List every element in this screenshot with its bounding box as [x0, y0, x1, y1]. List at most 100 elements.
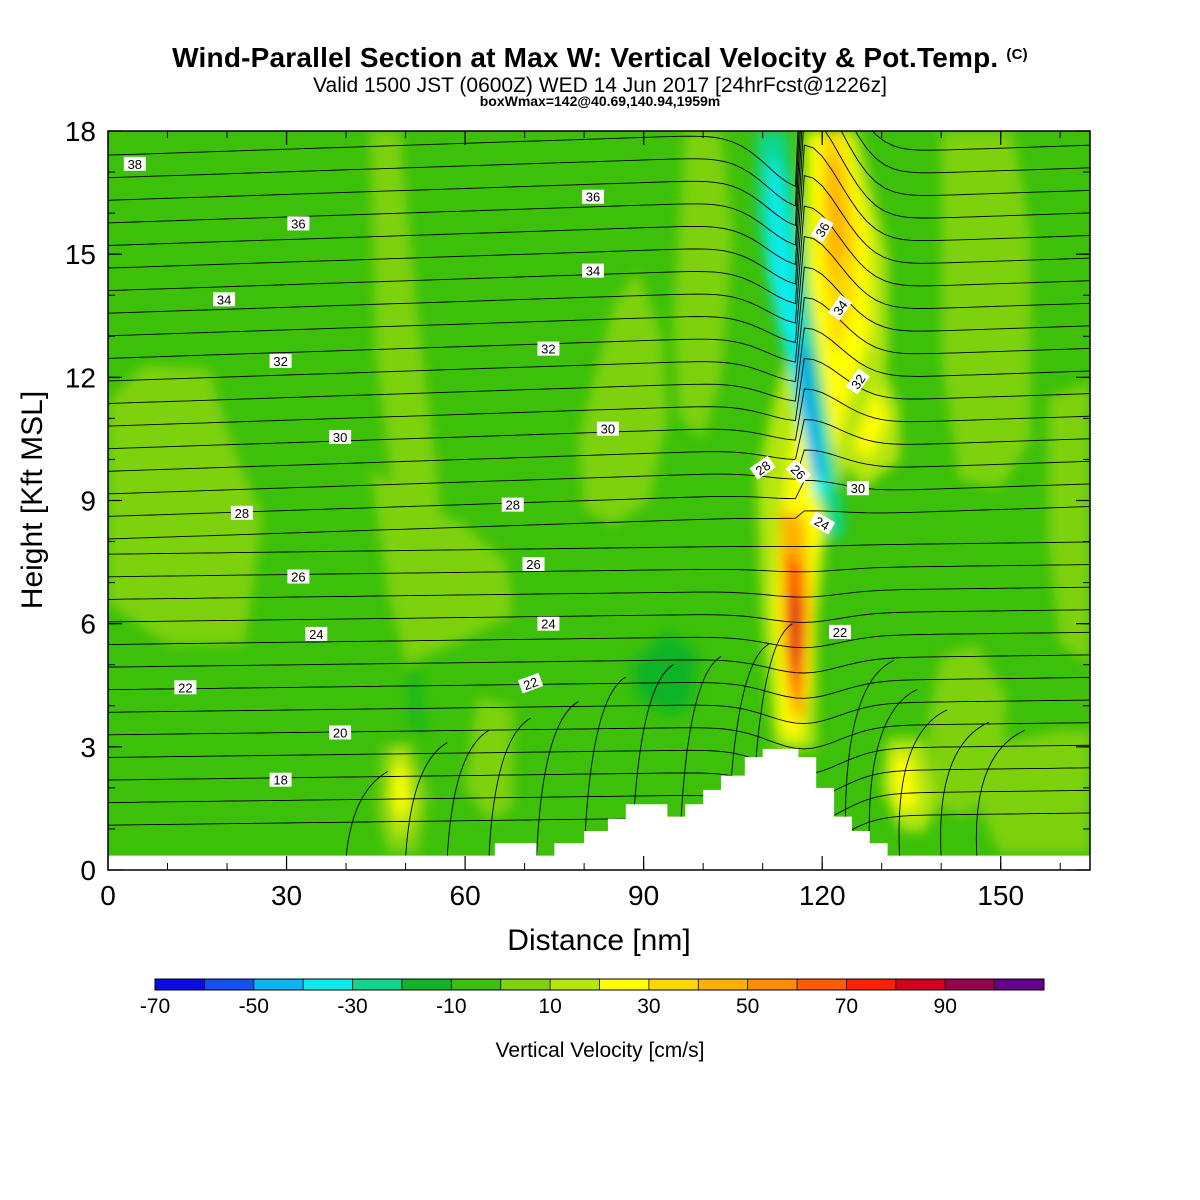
contour-label-box [287, 216, 310, 231]
colorbar-swatch [698, 979, 749, 990]
contour-label: 18 [269, 772, 292, 788]
y-tick-label: 3 [80, 732, 96, 763]
colorbar-swatch [599, 979, 650, 990]
contour-label: 38 [123, 156, 146, 172]
theta-isentrope [536, 701, 579, 858]
contour-label-box [829, 624, 851, 639]
field-region [578, 270, 668, 526]
contour-label-text: 38 [128, 157, 142, 172]
contour-label-box [269, 353, 292, 368]
field-region [1048, 381, 1090, 665]
contour-label-box [537, 341, 560, 356]
colorbar-tick-label: -10 [436, 995, 466, 1018]
contour-label-box [517, 672, 544, 694]
field-region [976, 730, 1090, 854]
chart-title: Wind-Parallel Section at Max W: Vertical… [172, 42, 1028, 73]
chart-info: boxWmax=142@40.69,140.94,1959m [479, 93, 721, 109]
theta-isentrope [108, 131, 1090, 266]
colorbar-tick-label: -50 [239, 995, 269, 1018]
contour-label-box [287, 569, 310, 584]
contour-label-box [537, 616, 560, 631]
colorbar-swatch [846, 979, 897, 990]
colorbar-swatch [253, 979, 304, 990]
contour-label: 26 [785, 459, 812, 485]
contour-label-text: 36 [586, 190, 600, 205]
colorbar-swatch [451, 979, 502, 990]
theta-isentrope [108, 744, 1090, 775]
title-mark: (C) [1006, 46, 1028, 63]
x-axis-label: Distance [nm] [507, 924, 690, 957]
contour-label: 30 [596, 421, 619, 437]
theta-isentrope [108, 327, 1090, 404]
theta-isentrope [108, 296, 1090, 383]
field-region [798, 336, 823, 480]
theta-isentrope [108, 131, 1090, 227]
contour-label: 30 [846, 481, 869, 496]
colorbar-tick-label: 10 [538, 995, 561, 1018]
contour-label-box [501, 497, 524, 512]
contour-label-text: 28 [753, 458, 773, 479]
contour-label-text: 34 [217, 292, 231, 307]
theta-isentrope [108, 131, 799, 188]
theta-isentrope [345, 771, 388, 858]
colorbar-swatch [797, 979, 847, 990]
colorbar-tick-label: -30 [337, 995, 367, 1018]
contour-label: 20 [329, 725, 352, 741]
colorbar-swatch [994, 979, 1045, 990]
chart-subtitle: Valid 1500 JST (0600Z) WED 14 Jun 2017 [… [313, 74, 887, 97]
colorbar-swatch [155, 979, 205, 990]
x-tick-label: 30 [271, 880, 302, 911]
contour-label-text: 30 [851, 481, 865, 496]
theta-isentrope [940, 721, 989, 858]
terrain [108, 748, 1090, 870]
contour-label-text: 26 [291, 570, 305, 585]
theta-isentrope [108, 205, 1090, 324]
contour-label-text: 36 [291, 216, 305, 231]
y-axis-label: Height [Kft MSL] [16, 391, 49, 609]
contour-labels: 38 36 36 36 34 34 34 32 32 32 30 30 30 28 28 28 26 26 26 24… [123, 156, 870, 788]
colorbar-swatch [352, 979, 403, 990]
colorbar-swatch [500, 979, 551, 990]
contour-label-box [846, 481, 869, 496]
contour-label: 36 [582, 189, 604, 205]
colorbar-tick-label: 50 [736, 995, 759, 1018]
theta-isentrope [108, 564, 1090, 578]
x-tick-label: 60 [450, 880, 481, 911]
contour-label: 32 [537, 341, 560, 357]
contour-label: 36 [287, 216, 310, 231]
colorbar-label: Vertical Velocity [cm/s] [496, 1039, 705, 1062]
theta-isentrope [108, 609, 1090, 623]
contour-label: 28 [230, 505, 253, 521]
contour-label-box [230, 505, 253, 520]
y-tick-label: 15 [65, 239, 96, 270]
x-tick-label: 0 [100, 880, 116, 911]
field-region [893, 755, 918, 813]
contour-label-text: 24 [541, 617, 555, 632]
contour-label-text: 20 [333, 726, 347, 741]
field-region [369, 131, 448, 599]
contour-label: 26 [287, 569, 310, 585]
colorbar-tick-label: 30 [637, 995, 660, 1018]
x-tick-label: 120 [799, 880, 846, 911]
contour-label-text: 24 [309, 627, 323, 642]
colorbar-swatch [895, 979, 946, 990]
colorbar-swatch [747, 979, 798, 990]
contour-label: 26 [522, 557, 545, 572]
y-tick-label: 9 [80, 486, 96, 517]
contour-label-text: 32 [848, 371, 869, 391]
theta-isentrope [108, 131, 1090, 246]
contour-label-box [809, 511, 836, 535]
terrain-fill [108, 748, 1090, 870]
theta-contours [108, 131, 1090, 858]
contour-label: 34 [827, 294, 853, 321]
contour-label: 30 [329, 429, 352, 445]
contour-label: 24 [809, 511, 836, 535]
theta-isentrope [583, 676, 627, 858]
contour-label: 34 [582, 263, 604, 279]
theta-isentrope [868, 688, 918, 858]
contour-label-box [596, 421, 619, 436]
theta-isentrope [488, 717, 531, 858]
contour-label-box [174, 680, 197, 695]
theta-isentrope [108, 144, 1090, 285]
